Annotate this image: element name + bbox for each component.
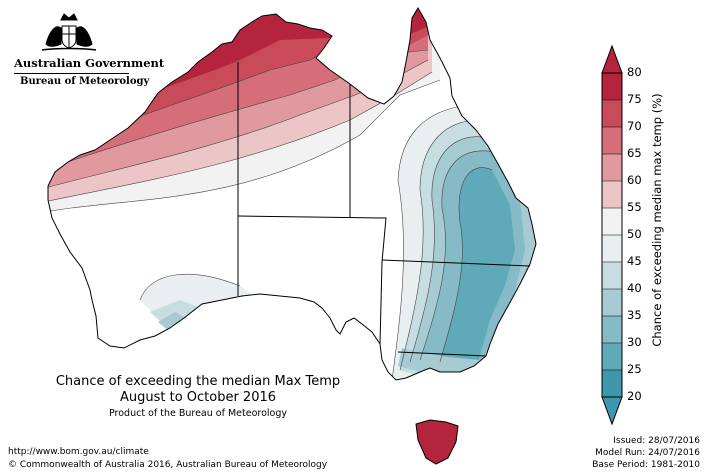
legend-tick-label: 80 [627,65,642,79]
legend-tick-label: 30 [627,335,642,349]
legend-tick-label: 70 [627,119,642,133]
legend-bin [602,73,622,100]
legend-tick-label: 40 [627,281,642,295]
legend-tick-label: 45 [627,254,642,268]
coat-of-arms-emblem [41,13,97,51]
base-period: Base Period: 1981-2010 [592,460,700,470]
legend-bin [602,316,622,343]
legend-tick-label: 25 [627,362,642,376]
legend-bin [602,343,622,370]
logo-divider [14,73,129,74]
legend-tick-label: 35 [627,308,642,322]
legend-title: Chance of exceeding median max temp (%) [650,93,664,347]
legend-tick-label: 55 [627,200,642,214]
legend-min-arrow [601,396,623,426]
state-borders [237,62,531,357]
model-run-date: Model Run: 24/07/2016 [595,448,700,458]
legend-colorbar [601,44,623,426]
legend-bin [602,289,622,316]
legend-tick-label: 65 [627,146,642,160]
legend-tick-label: 20 [627,389,642,403]
agency-name: Australian Government [14,56,165,70]
bureau-name: Bureau of Meteorology [20,76,150,87]
legend-bin [602,262,622,289]
legend-bin [602,181,622,208]
legend-tick-label: 50 [627,227,642,241]
tasmania [415,419,459,465]
australia-coastline [47,7,537,381]
legend-max-arrow [601,44,623,74]
map-period: August to October 2016 [119,390,277,405]
map-title: Chance of exceeding the median Max Temp [55,374,341,389]
legend-bin [602,208,622,235]
legend-bin [602,235,622,262]
legend-bin [602,370,622,397]
climate-url-link[interactable]: http://www.bom.gov.au/climate [8,447,149,457]
legend-bin [602,127,622,154]
legend-bin [602,100,622,127]
legend-tick-label: 75 [627,92,642,106]
legend-tick-label: 60 [627,173,642,187]
product-credit: Product of the Bureau of Meteorology [108,408,288,419]
legend-bin [602,154,622,181]
issued-date: Issued: 28/07/2016 [613,436,700,446]
copyright-notice: © Commonwealth of Australia 2016, Austra… [8,460,328,470]
